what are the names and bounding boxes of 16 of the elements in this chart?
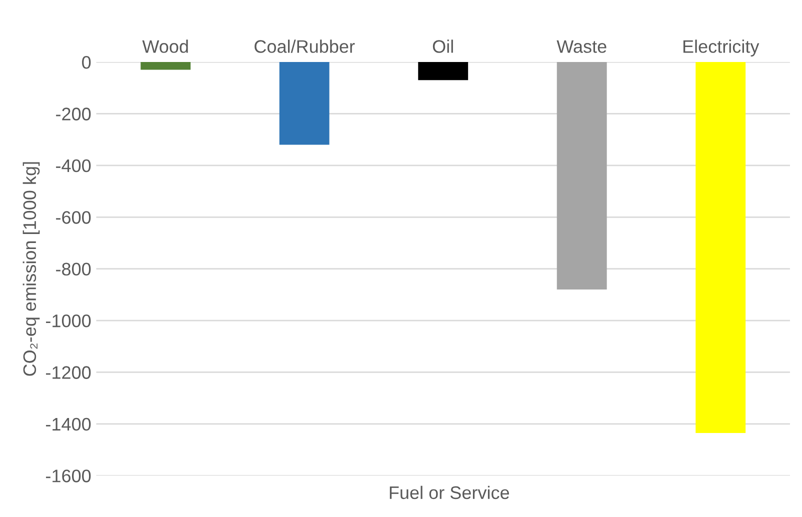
y-tick-label: -1000 — [46, 314, 91, 328]
x-tick-label: Waste — [556, 40, 606, 53]
x-axis-title: Fuel or Service — [390, 486, 510, 500]
y-tick-label: -1200 — [46, 366, 91, 379]
x-tick-label: Coal/Rubber — [254, 40, 355, 53]
y-tick-label: -200 — [56, 108, 91, 120]
y-axis-title: CO₂-eq emission [1000 kg] — [22, 162, 40, 376]
y-tick-label: -1400 — [46, 418, 91, 431]
y-tick-label: -400 — [56, 159, 91, 172]
x-tick-label: Oil — [432, 40, 453, 53]
y-tick-label: -1600 — [46, 470, 91, 482]
y-tick-label: -800 — [56, 262, 91, 276]
y-tick-label: -600 — [56, 211, 91, 224]
x-tick-label: Wood — [142, 40, 188, 53]
x-tick-label: Electricity — [683, 40, 760, 56]
y-tick-label: 0 — [82, 56, 91, 69]
